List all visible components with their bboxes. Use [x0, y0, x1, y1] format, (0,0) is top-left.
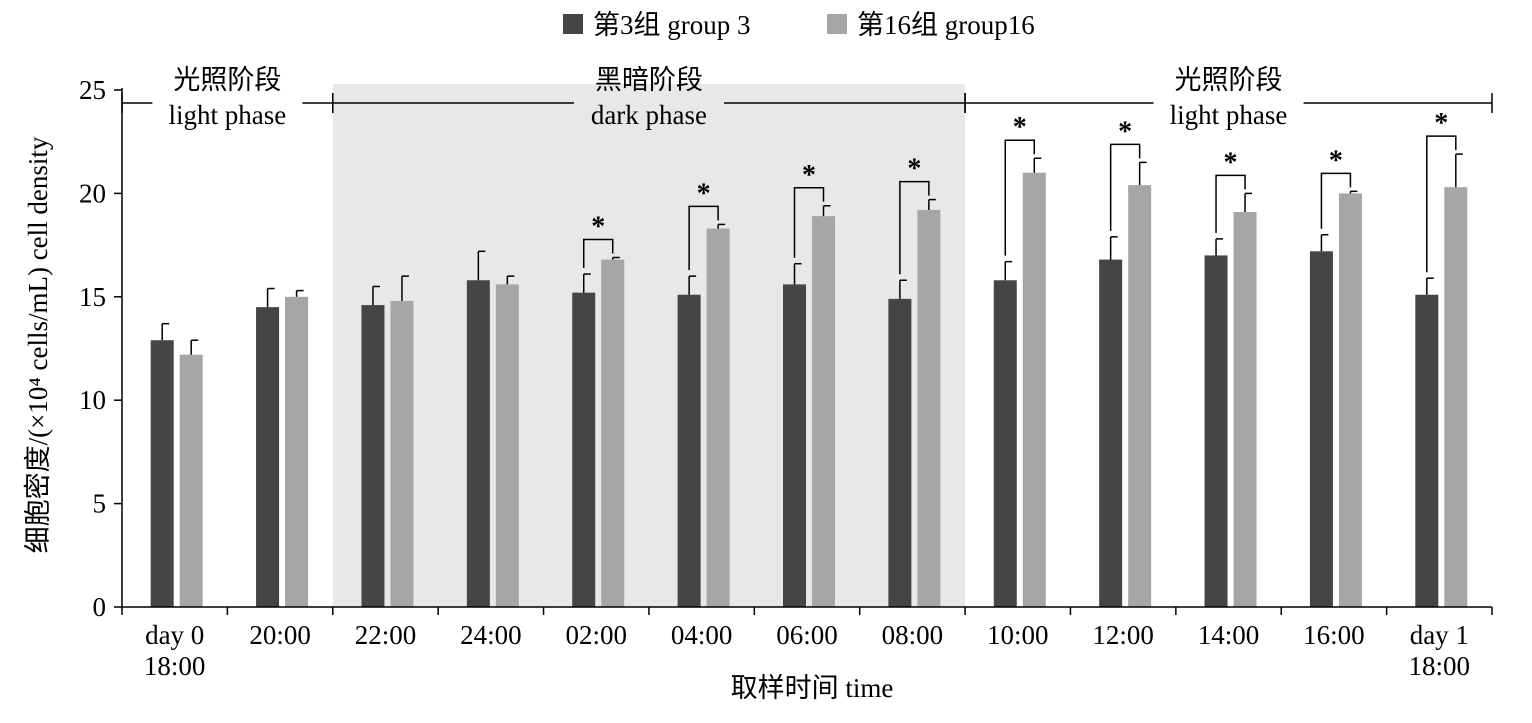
- legend: 第3组 group 3 第16组 group16: [563, 10, 1035, 40]
- sig-bracket-5: [688, 205, 719, 271]
- sig-bracket-7: [899, 180, 930, 275]
- axes: [114, 88, 1493, 615]
- phase-label-en-0: light phase: [169, 100, 287, 130]
- x-tick-label-8: 10:00: [987, 620, 1049, 650]
- y-tick-labels: 0 5 10 15 20 25: [79, 75, 106, 622]
- bar-s1-6: [812, 216, 835, 607]
- sig-bracket-12: [1426, 135, 1457, 273]
- x-tick-label-11: 16:00: [1303, 620, 1365, 650]
- legend-swatch-group16: [827, 14, 847, 34]
- sig-bracket-6: [793, 187, 825, 258]
- shaded-region-1: [332, 84, 966, 607]
- x-tick-label-2: 22:00: [355, 620, 417, 650]
- x-tick-label-1: 20:00: [249, 620, 311, 650]
- sig-star-11: *: [1329, 145, 1343, 176]
- sig-bracket-11: [1320, 172, 1352, 229]
- bar-s0-9: [1099, 259, 1123, 607]
- sig-star-8: *: [1013, 112, 1027, 143]
- sig-bracket-8: [1004, 139, 1036, 256]
- x-tick-label-5: 04:00: [671, 620, 733, 650]
- bar-s1-3: [495, 284, 519, 607]
- legend-swatch-group3: [563, 14, 583, 34]
- bar-s0-0: [150, 340, 174, 607]
- phase-label-en-2: light phase: [1170, 100, 1288, 130]
- sig-star-12: *: [1434, 108, 1448, 139]
- bar-s1-1: [285, 296, 309, 607]
- sig-bracket-9: [1109, 143, 1141, 231]
- sig-star-6: *: [802, 160, 816, 191]
- x-tick-label-9: 12:00: [1092, 620, 1154, 650]
- bar-s1-10: [1233, 212, 1257, 607]
- bar-s1-5: [706, 228, 730, 607]
- bar-s1-8: [1022, 172, 1046, 607]
- bar-s0-1: [256, 307, 280, 607]
- y-tick-label-1: 5: [93, 489, 107, 519]
- y-axis-title: 细胞密度/(×10⁴ cells/mL) cell density: [23, 136, 53, 553]
- bar-s1-2: [390, 300, 414, 607]
- sig-star-7: *: [907, 154, 921, 185]
- bar-s0-8: [993, 280, 1017, 607]
- bars: [150, 172, 1468, 608]
- x-tick-label-12-0: day 1: [1410, 620, 1469, 650]
- legend-label-group3: 第3组 group 3: [593, 10, 751, 40]
- bar-s1-7: [917, 209, 941, 607]
- bar-s1-4: [601, 259, 625, 607]
- sig-star-4: *: [591, 212, 605, 243]
- bar-s0-7: [888, 298, 912, 607]
- phase-annotations: 光照阶段 light phase 黑暗阶段 dark phase 光照阶段 light p…: [121, 65, 1493, 130]
- sig-star-9: *: [1118, 116, 1132, 147]
- sig-bracket-10: [1215, 174, 1246, 233]
- bar-s0-2: [361, 305, 385, 607]
- bar-s0-6: [783, 284, 806, 607]
- phase-label-cn-0: 光照阶段: [173, 65, 281, 95]
- error-bars: [161, 153, 1463, 355]
- x-tick-label-0-0: day 0: [145, 620, 204, 650]
- bar-s0-12: [1415, 294, 1439, 607]
- x-tick-label-12-1: 18:00: [1409, 651, 1471, 681]
- bar-s0-3: [466, 280, 490, 607]
- phase-label-cn-2: 光照阶段: [1175, 65, 1283, 95]
- sig-star-5: *: [697, 178, 711, 209]
- x-tick-label-4: 02:00: [565, 620, 627, 650]
- x-tick-label-10: 14:00: [1198, 620, 1260, 650]
- bar-s0-4: [572, 292, 596, 607]
- phase-label-cn-1: 黑暗阶段: [595, 65, 703, 95]
- significance-brackets: * * * * * * * * *: [582, 108, 1457, 275]
- sig-star-10: *: [1224, 147, 1238, 178]
- y-tick-label-5: 25: [79, 75, 106, 105]
- bar-s0-11: [1309, 251, 1333, 607]
- x-tick-label-6: 06:00: [776, 620, 838, 650]
- y-tick-label-4: 20: [79, 178, 106, 208]
- legend-label-group16: 第16组 group16: [857, 10, 1035, 40]
- x-tick-label-3: 24:00: [460, 620, 522, 650]
- bar-s1-11: [1338, 193, 1362, 607]
- bar-s1-12: [1444, 187, 1468, 608]
- sig-bracket-4: [582, 238, 614, 269]
- bar-s0-5: [677, 294, 701, 607]
- x-axis-title: 取样时间 time: [731, 673, 894, 703]
- phase-label-en-1: dark phase: [591, 100, 707, 130]
- y-tick-label-0: 0: [93, 592, 107, 622]
- y-tick-label-3: 15: [79, 282, 106, 312]
- bar-s0-10: [1204, 255, 1228, 607]
- y-tick-label-2: 10: [79, 385, 106, 415]
- x-tick-label-7: 08:00: [882, 620, 944, 650]
- dark-phase-shading: [332, 84, 966, 607]
- x-tick-label-0-1: 18:00: [144, 651, 206, 681]
- bar-s1-0: [179, 354, 203, 607]
- bar-s1-9: [1128, 185, 1152, 608]
